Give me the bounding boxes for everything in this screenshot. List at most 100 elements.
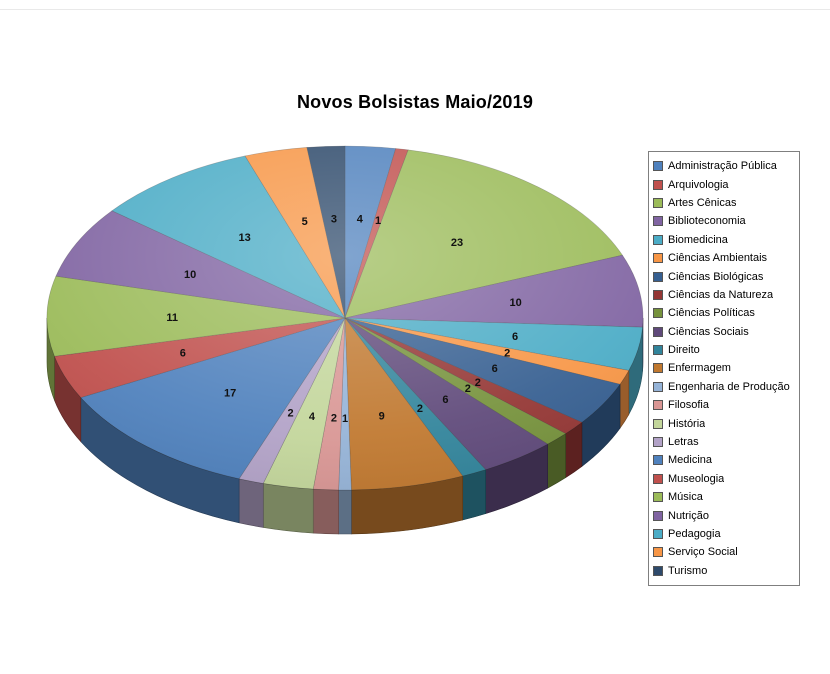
data-label: 4 — [309, 411, 316, 423]
legend-swatch — [653, 565, 663, 576]
legend-label: Arquivologia — [668, 178, 729, 191]
legend-item: Museologia — [653, 470, 795, 488]
legend-swatch — [653, 473, 663, 484]
legend-item: Música — [653, 488, 795, 506]
legend-swatch — [653, 179, 663, 190]
data-label: 2 — [475, 377, 481, 389]
legend-swatch — [653, 271, 663, 282]
legend-swatch — [653, 437, 663, 448]
data-label: 17 — [224, 388, 236, 400]
data-label: 6 — [180, 347, 186, 359]
legend-label: Ciências Biológicas — [668, 270, 764, 283]
legend-item: Artes Cênicas — [653, 194, 795, 212]
legend-label: Medicina — [668, 454, 713, 467]
data-label: 10 — [509, 297, 521, 309]
legend-swatch — [653, 345, 663, 356]
legend-swatch — [653, 492, 663, 503]
data-label: 9 — [379, 410, 385, 422]
legend-item: Ciências Sociais — [653, 323, 795, 341]
legend-label: Biomedicina — [668, 233, 728, 246]
legend-swatch — [653, 289, 663, 300]
legend-swatch — [653, 216, 663, 227]
legend-label: Enfermagem — [668, 362, 731, 375]
legend-item: Ciências da Natureza — [653, 286, 795, 304]
legend-label: Ciências Ambientais — [668, 252, 768, 265]
legend-swatch — [653, 363, 663, 374]
legend-label: História — [668, 417, 706, 430]
data-label: 2 — [417, 403, 423, 415]
legend-swatch — [653, 418, 663, 429]
legend-label: Administração Pública — [668, 160, 777, 173]
legend-item: Ciências Políticas — [653, 304, 795, 322]
legend-item: Engenharia de Produção — [653, 378, 795, 396]
legend-swatch — [653, 161, 663, 172]
data-label: 1 — [375, 215, 381, 227]
legend-label: Ciências Sociais — [668, 325, 749, 338]
legend-swatch — [653, 455, 663, 466]
legend-label: Artes Cênicas — [668, 196, 737, 209]
legend-label: Museologia — [668, 472, 725, 485]
data-label: 11 — [166, 312, 178, 324]
legend-swatch — [653, 308, 663, 319]
legend-label: Direito — [668, 344, 700, 357]
legend-swatch — [653, 547, 663, 558]
legend-label: Letras — [668, 436, 699, 449]
legend-swatch — [653, 234, 663, 245]
legend-item: Biomedicina — [653, 231, 795, 249]
legend-label: Engenharia de Produção — [668, 380, 790, 393]
pie-slice-side — [462, 469, 486, 521]
data-label: 2 — [465, 383, 471, 395]
legend-item: Biblioteconomia — [653, 212, 795, 230]
pie-slice-side — [262, 483, 314, 534]
data-label: 6 — [512, 331, 518, 343]
legend-item: Ciências Ambientais — [653, 249, 795, 267]
legend-item: Letras — [653, 433, 795, 451]
legend-item: Enfermagem — [653, 359, 795, 377]
data-label: 4 — [357, 214, 364, 226]
legend-label: Ciências Políticas — [668, 307, 755, 320]
legend-item: Filosofia — [653, 396, 795, 414]
legend-item: Serviço Social — [653, 543, 795, 561]
legend-label: Pedagogia — [668, 528, 721, 540]
legend-swatch — [653, 326, 663, 337]
legend-swatch — [653, 381, 663, 392]
legend-item: Turismo — [653, 562, 795, 580]
chart-legend: Administração Pública Arquivologia Artes C… — [648, 151, 800, 586]
legend-label: Biblioteconomia — [668, 215, 746, 228]
legend-swatch — [653, 510, 663, 521]
legend-item: Medicina — [653, 451, 795, 469]
legend-item: Pedagogia — [653, 525, 795, 543]
legend-label: Filosofia — [668, 399, 709, 412]
data-label: 2 — [504, 347, 510, 359]
pie-slice-side — [312, 488, 339, 535]
data-label: 13 — [238, 232, 250, 244]
legend-label: Turismo — [668, 564, 708, 577]
legend-label: Música — [668, 491, 703, 504]
legend-label: Serviço Social — [668, 546, 738, 559]
data-label: 6 — [492, 363, 498, 375]
legend-item: Administração Pública — [653, 157, 795, 175]
legend-item: Arquivologia — [653, 175, 795, 193]
data-label: 5 — [302, 216, 308, 228]
legend-swatch — [653, 529, 663, 539]
legend-label: Ciências da Natureza — [668, 288, 774, 301]
data-label: 1 — [342, 413, 348, 425]
legend-swatch — [653, 400, 663, 411]
data-label: 2 — [331, 413, 337, 425]
data-label: 10 — [184, 269, 196, 281]
legend-item: Direito — [653, 341, 795, 359]
chart-title: Novos Bolsistas Maio/2019 — [296, 92, 534, 112]
pie-slice-side — [338, 489, 352, 535]
legend-item: Ciências Biológicas — [653, 267, 795, 285]
pie-gloss-overlay — [47, 146, 643, 490]
legend-item: História — [653, 414, 795, 432]
legend-item: Nutrição — [653, 506, 795, 524]
pie-slice-side — [238, 478, 264, 528]
data-label: 3 — [331, 213, 337, 225]
top-border-line — [0, 9, 830, 10]
data-label: 2 — [287, 408, 293, 420]
legend-label: Nutrição — [668, 509, 709, 522]
legend-swatch — [653, 197, 663, 208]
